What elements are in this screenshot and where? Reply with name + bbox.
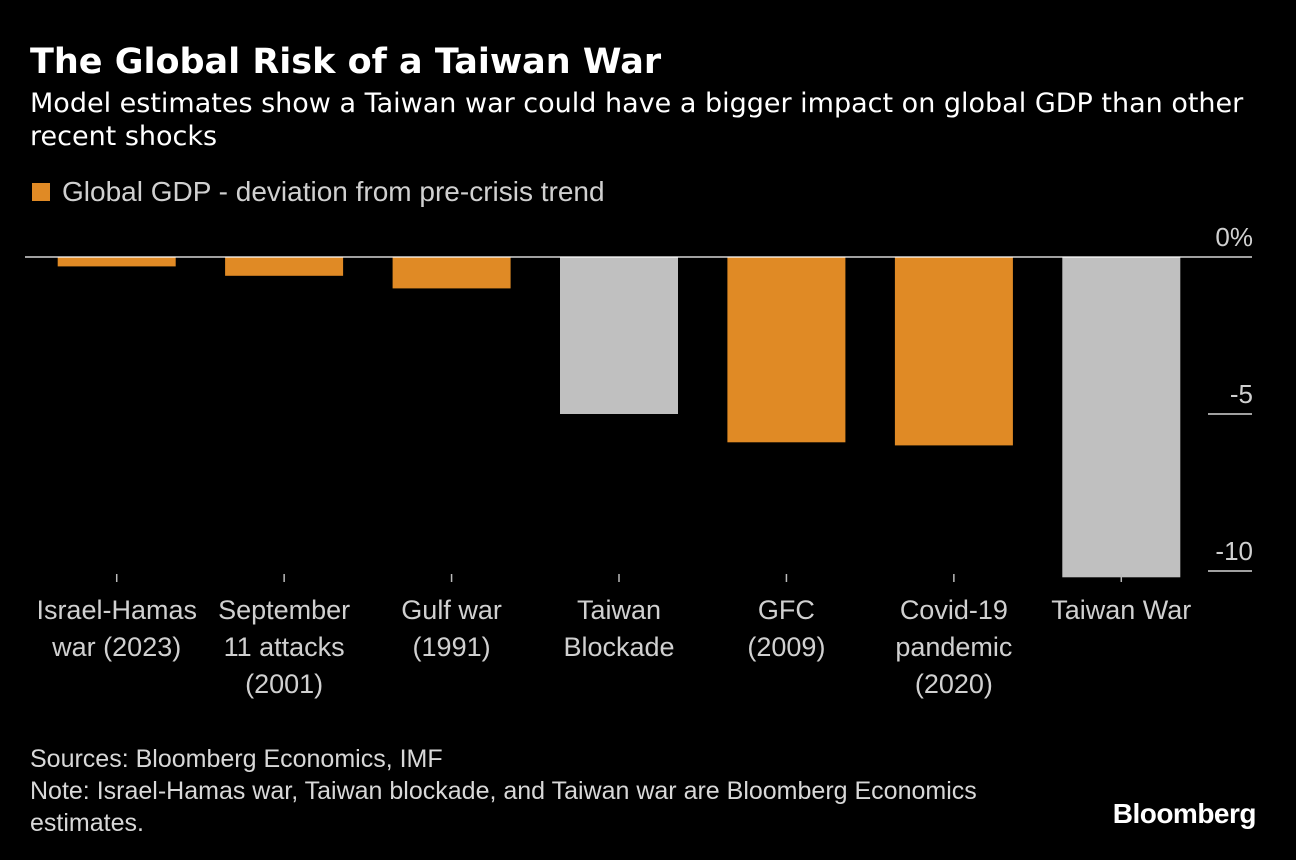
x-tick-label-line: Covid-19	[900, 595, 1008, 625]
x-tick-label-line: September	[218, 595, 350, 625]
legend-swatch	[32, 183, 50, 201]
x-tick-label-line: (2001)	[245, 669, 323, 699]
legend-label: Global GDP - deviation from pre-crisis t…	[62, 176, 605, 207]
chart-footer: Sources: Bloomberg Economics, IMF Note: …	[30, 743, 1030, 839]
chart-legend: Global GDP - deviation from pre-crisis t…	[32, 175, 605, 209]
chart-subtitle: Model estimates show a Taiwan war could …	[30, 88, 1244, 152]
x-tick-label: Taiwan War	[1051, 595, 1191, 625]
x-tick-label-line: war (2023)	[51, 632, 181, 662]
x-tick-label-line: GFC	[758, 595, 815, 625]
bloomberg-logo: Bloomberg	[1112, 798, 1257, 829]
y-tick-label: -10	[1215, 536, 1253, 566]
y-tick-label: -5	[1230, 379, 1253, 409]
y-tick-label: 0%	[1215, 222, 1253, 252]
bar	[894, 257, 1013, 446]
note-text: Note: Israel-Hamas war, Taiwan blockade,…	[30, 777, 977, 837]
x-tick-label-line: Taiwan War	[1051, 595, 1191, 625]
bar-chart: 0% -5 -10 Israel-Hamas war (2023) September 11…	[25, 222, 1253, 699]
x-tick-label: Taiwan Blockade	[563, 595, 674, 662]
bar	[560, 257, 678, 414]
x-tick-label-line: Gulf war	[401, 595, 502, 625]
chart-title: The Global Risk of a Taiwan War	[30, 42, 662, 82]
bar	[1062, 257, 1181, 578]
x-tick-label-line: Taiwan	[577, 595, 661, 625]
x-tick-label: GFC (2009)	[747, 595, 825, 662]
x-tick-label-line: (2020)	[915, 669, 993, 699]
x-tick-label-line: (1991)	[413, 632, 491, 662]
x-tick-label-line: (2009)	[747, 632, 825, 662]
bar	[57, 257, 176, 267]
x-tick-label: Covid-19 pandemic (2020)	[895, 595, 1012, 699]
bar	[225, 257, 344, 276]
sources-text: Sources: Bloomberg Economics, IMF	[30, 745, 443, 773]
bar	[727, 257, 846, 443]
x-tick-label-line: pandemic	[895, 632, 1012, 662]
x-tick-label: Gulf war (1991)	[401, 595, 502, 662]
x-tick-label: Israel-Hamas war (2023)	[36, 595, 197, 662]
x-tick-label-line: Blockade	[563, 632, 674, 662]
bar	[392, 257, 511, 289]
x-tick-label: September 11 attacks (2001)	[218, 595, 350, 699]
x-tick-label-line: 11 attacks	[224, 632, 345, 662]
x-tick-label-line: Israel-Hamas	[36, 595, 197, 625]
